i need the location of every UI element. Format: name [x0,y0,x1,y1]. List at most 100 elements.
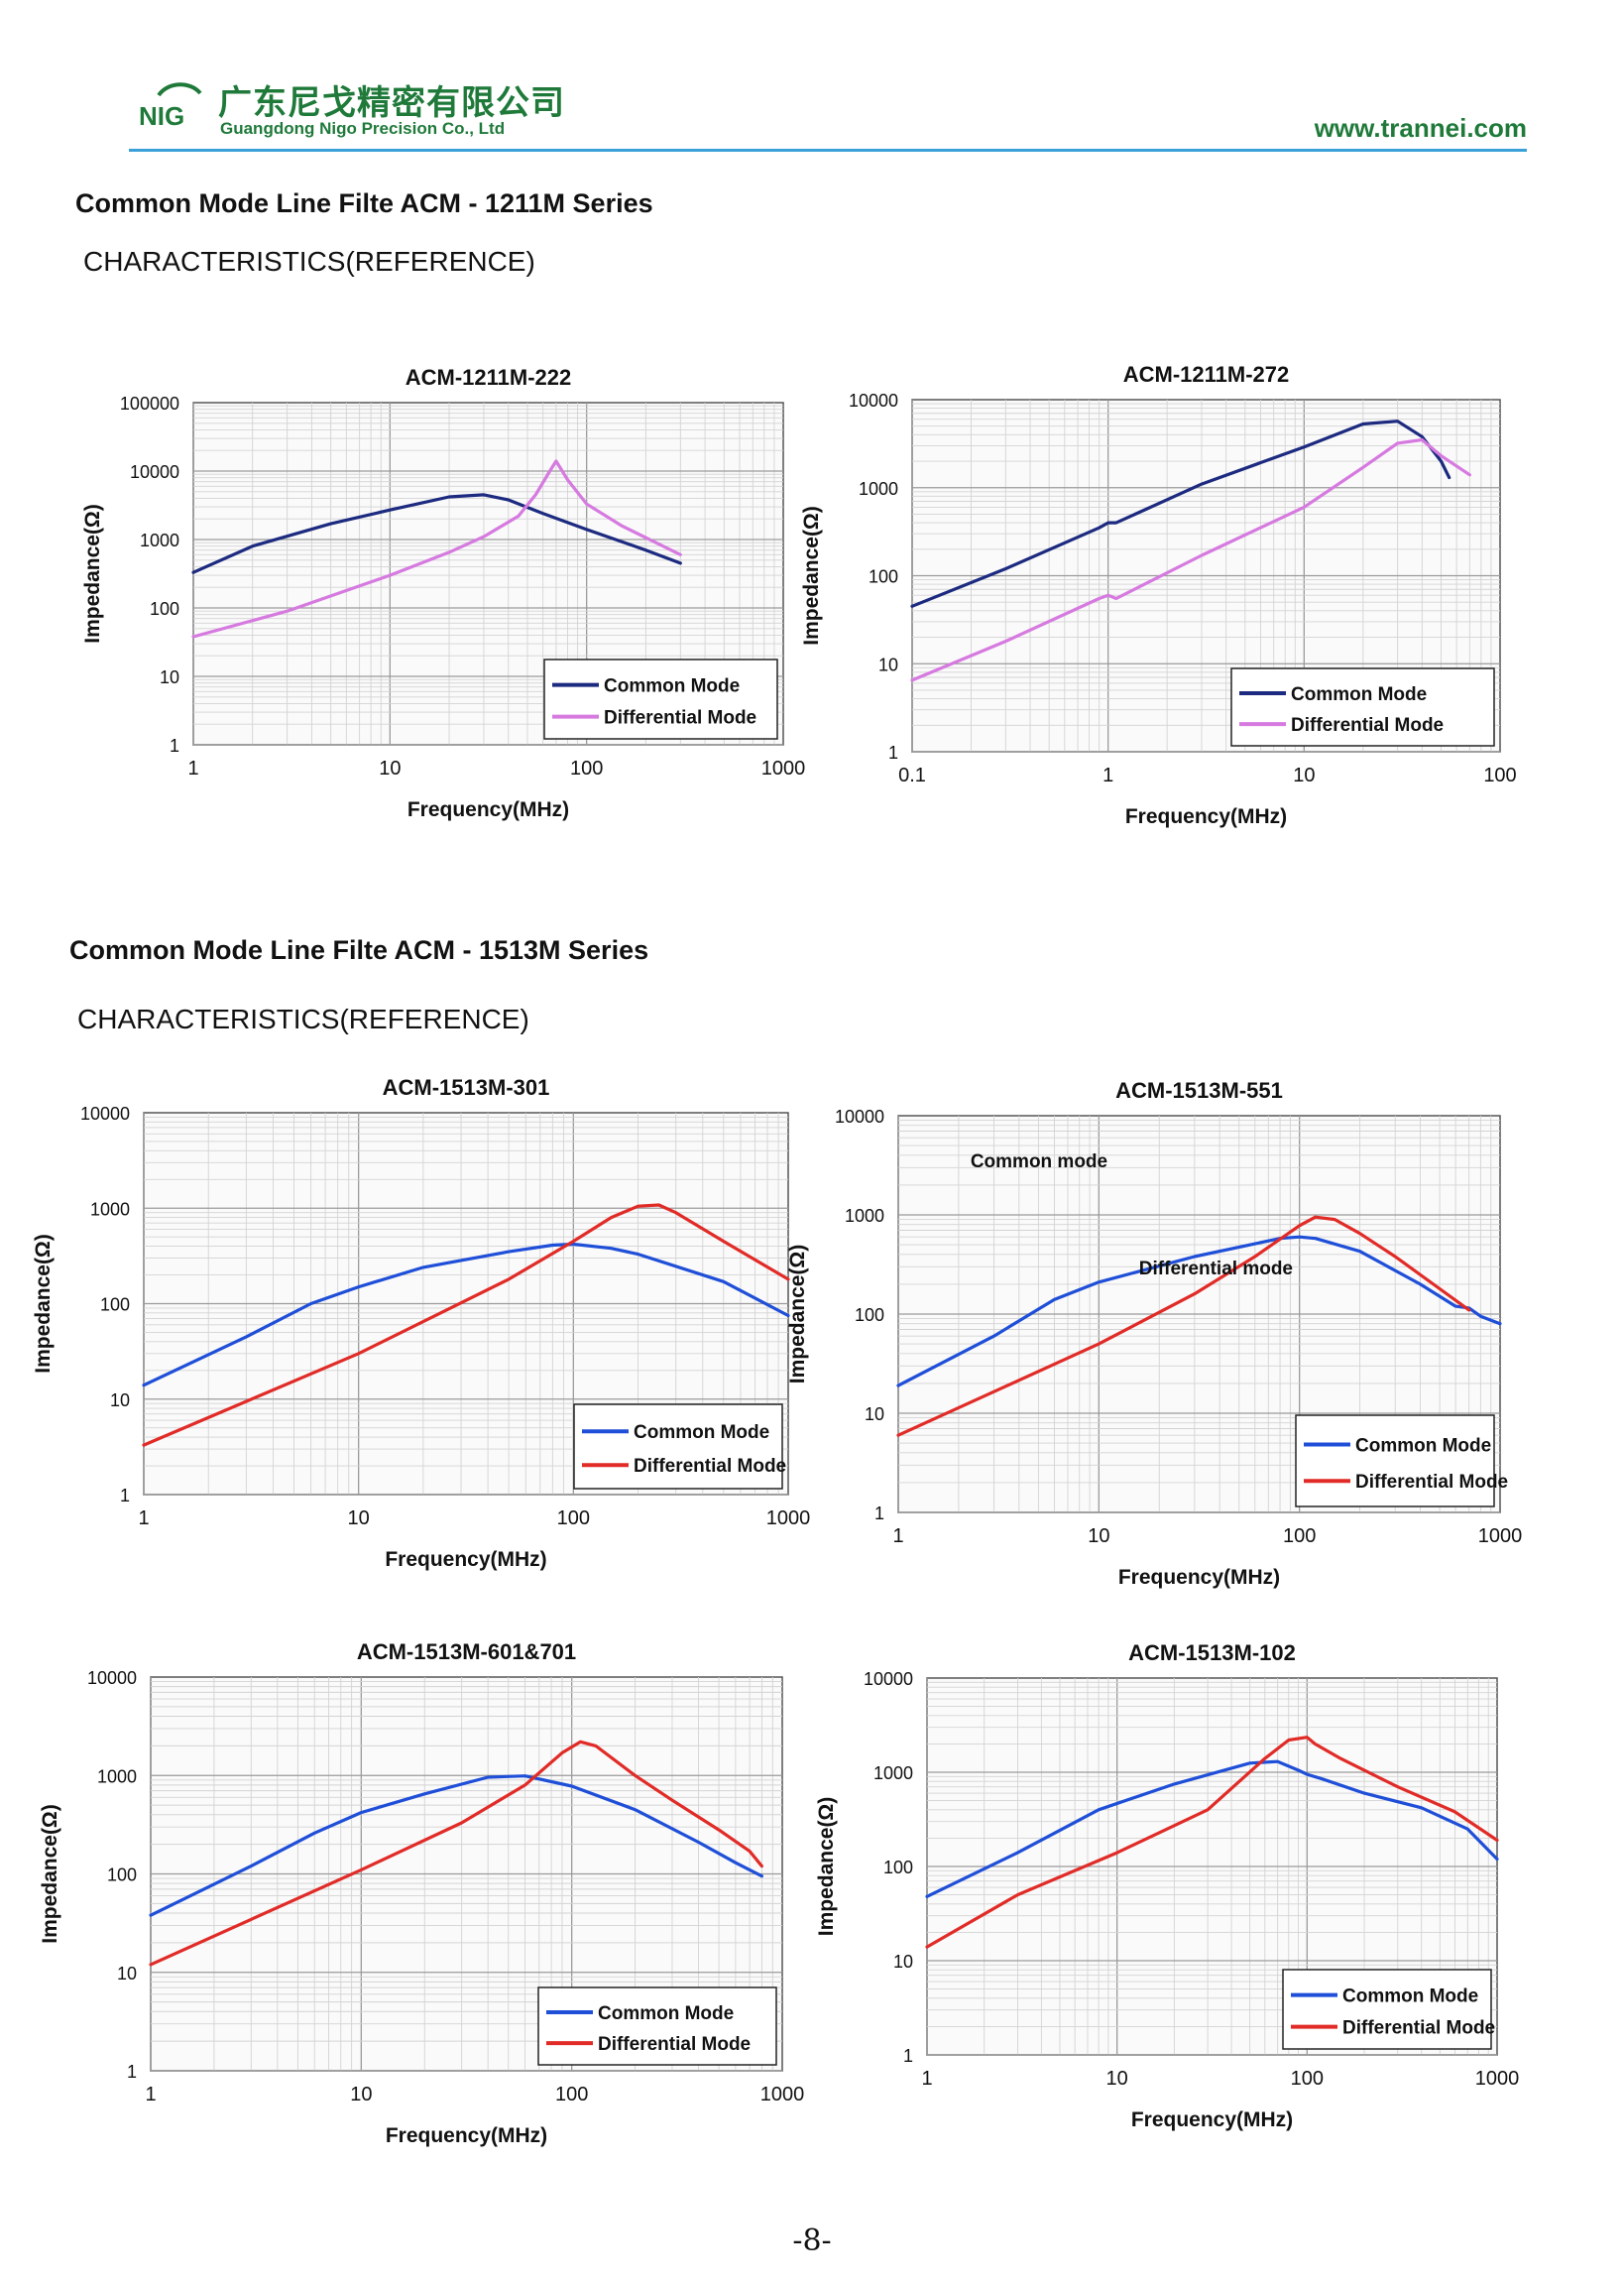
y-tick-label: 1000 [140,531,179,550]
chart-legend: Common Mode Differential Mode [1282,1969,1495,2050]
x-axis-label: Frequency(MHz) [1125,805,1287,828]
x-tick-label: 1000 [761,758,806,780]
y-tick-label: 100 [100,1295,130,1315]
y-axis-label: Impedance(Ω) [800,506,823,646]
y-tick-label: 10000 [87,1668,137,1688]
chart-acm-1211m-272: ACM-1211M-272 0.1 1 10 100 1 10 100 1000 10000 Fre… [800,342,1547,858]
page-number: -8- [792,2224,832,2258]
x-tick-label: 1000 [1475,2068,1520,2090]
x-axis-label: Frequency(MHz) [1131,2108,1293,2131]
legend-label: Common Mode [598,2003,734,2024]
chart-acm-1513m-601-701: ACM-1513M-601&701 1 10 100 1000 1 10 100 1000 100… [39,1631,804,2182]
x-tick-label: 1000 [766,1507,811,1529]
legend-label: Common Mode [1355,1435,1491,1456]
legend-label: Common Mode [1342,1986,1478,2007]
y-tick-label: 10 [160,667,179,687]
y-tick-label: 1000 [90,1199,130,1219]
x-tick-label: 100 [555,2084,588,2105]
x-tick-label: 100 [1283,1525,1316,1547]
y-tick-label: 1 [874,1503,884,1523]
y-tick-label: 100 [150,599,179,619]
y-tick-label: 10000 [864,1669,913,1689]
x-axis-label: Frequency(MHz) [1118,1566,1280,1589]
x-tick-label: 100 [1291,2068,1324,2090]
legend-label: Common Mode [604,676,740,697]
series-line-differential-mode [910,437,1471,682]
x-tick-label: 1 [138,1507,149,1529]
x-tick-label: 1 [145,2084,156,2105]
chart-annotation: Common mode [971,1151,1107,1172]
company-name-en: Guangdong Nigo Precision Co., Ltd [220,119,506,138]
chart-acm-1513m-551: ACM-1513M-551 1 10 100 1000 1 10 100 1000 10000 Fr… [786,1069,1522,1620]
x-tick-label: 0.1 [898,765,926,786]
section-title-1513m: Common Mode Line Filte ACM - 1513M Serie… [69,935,649,965]
x-tick-label: 1 [1102,765,1113,786]
legend-label: Differential Mode [604,708,756,729]
company-logo: NIG [139,82,202,131]
website-link[interactable]: www.trannei.com [1314,113,1527,143]
y-tick-label: 1000 [873,1763,913,1783]
y-tick-label: 1 [903,2046,913,2066]
y-tick-label: 10 [110,1390,130,1410]
x-tick-label: 100 [557,1507,590,1529]
x-tick-label: 1 [187,758,198,780]
legend-label: Differential Mode [1342,2018,1495,2039]
legend-label: Differential Mode [598,2034,751,2055]
chart-legend: Common Mode Differential Mode [573,1403,786,1490]
grid-lines [911,400,1500,753]
x-tick-label: 1000 [1478,1525,1523,1547]
y-axis-label: Impedance(Ω) [815,1797,838,1937]
legend-label: Differential Mode [634,1456,786,1477]
x-axis-label: Frequency(MHz) [407,798,569,821]
y-axis-label: Impedance(Ω) [32,1234,55,1374]
x-tick-label: 10 [348,1507,370,1529]
y-tick-label: 1000 [859,479,898,499]
x-tick-label: 10 [379,758,401,780]
y-tick-label: 100 [855,1305,884,1325]
y-tick-label: 1 [888,743,898,763]
x-tick-label: 10 [1106,2068,1128,2090]
y-tick-label: 1 [120,1486,130,1505]
series-line-common-mode [191,493,682,574]
section-subtitle-1513m: CHARACTERISTICS(REFERENCE) [77,1004,529,1034]
legend-label: Common Mode [634,1422,769,1443]
y-tick-label: 100000 [120,394,179,414]
x-axis-label: Frequency(MHz) [385,1548,546,1571]
series-line-differential-mode [925,1736,1499,1949]
x-tick-label: 10 [1088,1525,1109,1547]
x-tick-label: 1000 [760,2084,805,2105]
page-header: NIG 广东尼戈精密有限公司 Guangdong Nigo Precision … [129,69,1527,153]
x-tick-label: 1 [892,1525,903,1547]
y-axis-label: Impedance(Ω) [81,504,104,644]
y-tick-label: 1 [170,736,179,756]
y-tick-label: 1 [127,2062,137,2082]
y-tick-label: 10 [878,655,898,674]
chart-legend: Common Mode Differential Mode [1230,667,1495,747]
series-line-differential-mode [896,1215,1471,1437]
series-line-common-mode [925,1759,1499,1898]
chart-acm-1513m-301: ACM-1513M-301 1 10 100 1000 1 10 100 1000 10000 Fr… [32,1066,810,1617]
x-tick-label: 1 [921,2068,932,2090]
chart-svg: ACM-1513M-102 1 10 100 1000 1 10 100 1000 10000 Fr… [815,1640,1520,2131]
series-line-common-mode [142,1242,790,1387]
y-tick-label: 10 [117,1964,137,1984]
chart-svg: ACM-1513M-601&701 1 10 100 1000 1 10 100 1000 100… [39,1639,804,2147]
series-line-differential-mode [142,1203,790,1447]
x-tick-label: 10 [1293,765,1315,786]
y-tick-label: 100 [869,567,898,587]
chart-legend: Common Mode Differential Mode [1295,1414,1508,1507]
chart-acm-1513m-102: ACM-1513M-102 1 10 100 1000 1 10 100 1000 10000 Fr… [803,1636,1537,2187]
legend-label: Common Mode [1291,684,1427,705]
section-title-1211m: Common Mode Line Filte ACM - 1211M Serie… [75,188,653,218]
series-line-differential-mode [191,459,682,639]
y-tick-label: 10000 [130,462,179,482]
section-subtitle-1211m: CHARACTERISTICS(REFERENCE) [83,246,535,277]
y-tick-label: 100 [107,1865,137,1885]
y-tick-label: 100 [883,1858,913,1877]
chart-legend: Common Mode Differential Mode [543,659,778,740]
chart-title: ACM-1513M-102 [1128,1640,1296,1665]
series-line-common-mode [149,1774,763,1917]
logo-text: NIG [139,101,184,131]
chart-title: ACM-1513M-551 [1115,1078,1283,1103]
